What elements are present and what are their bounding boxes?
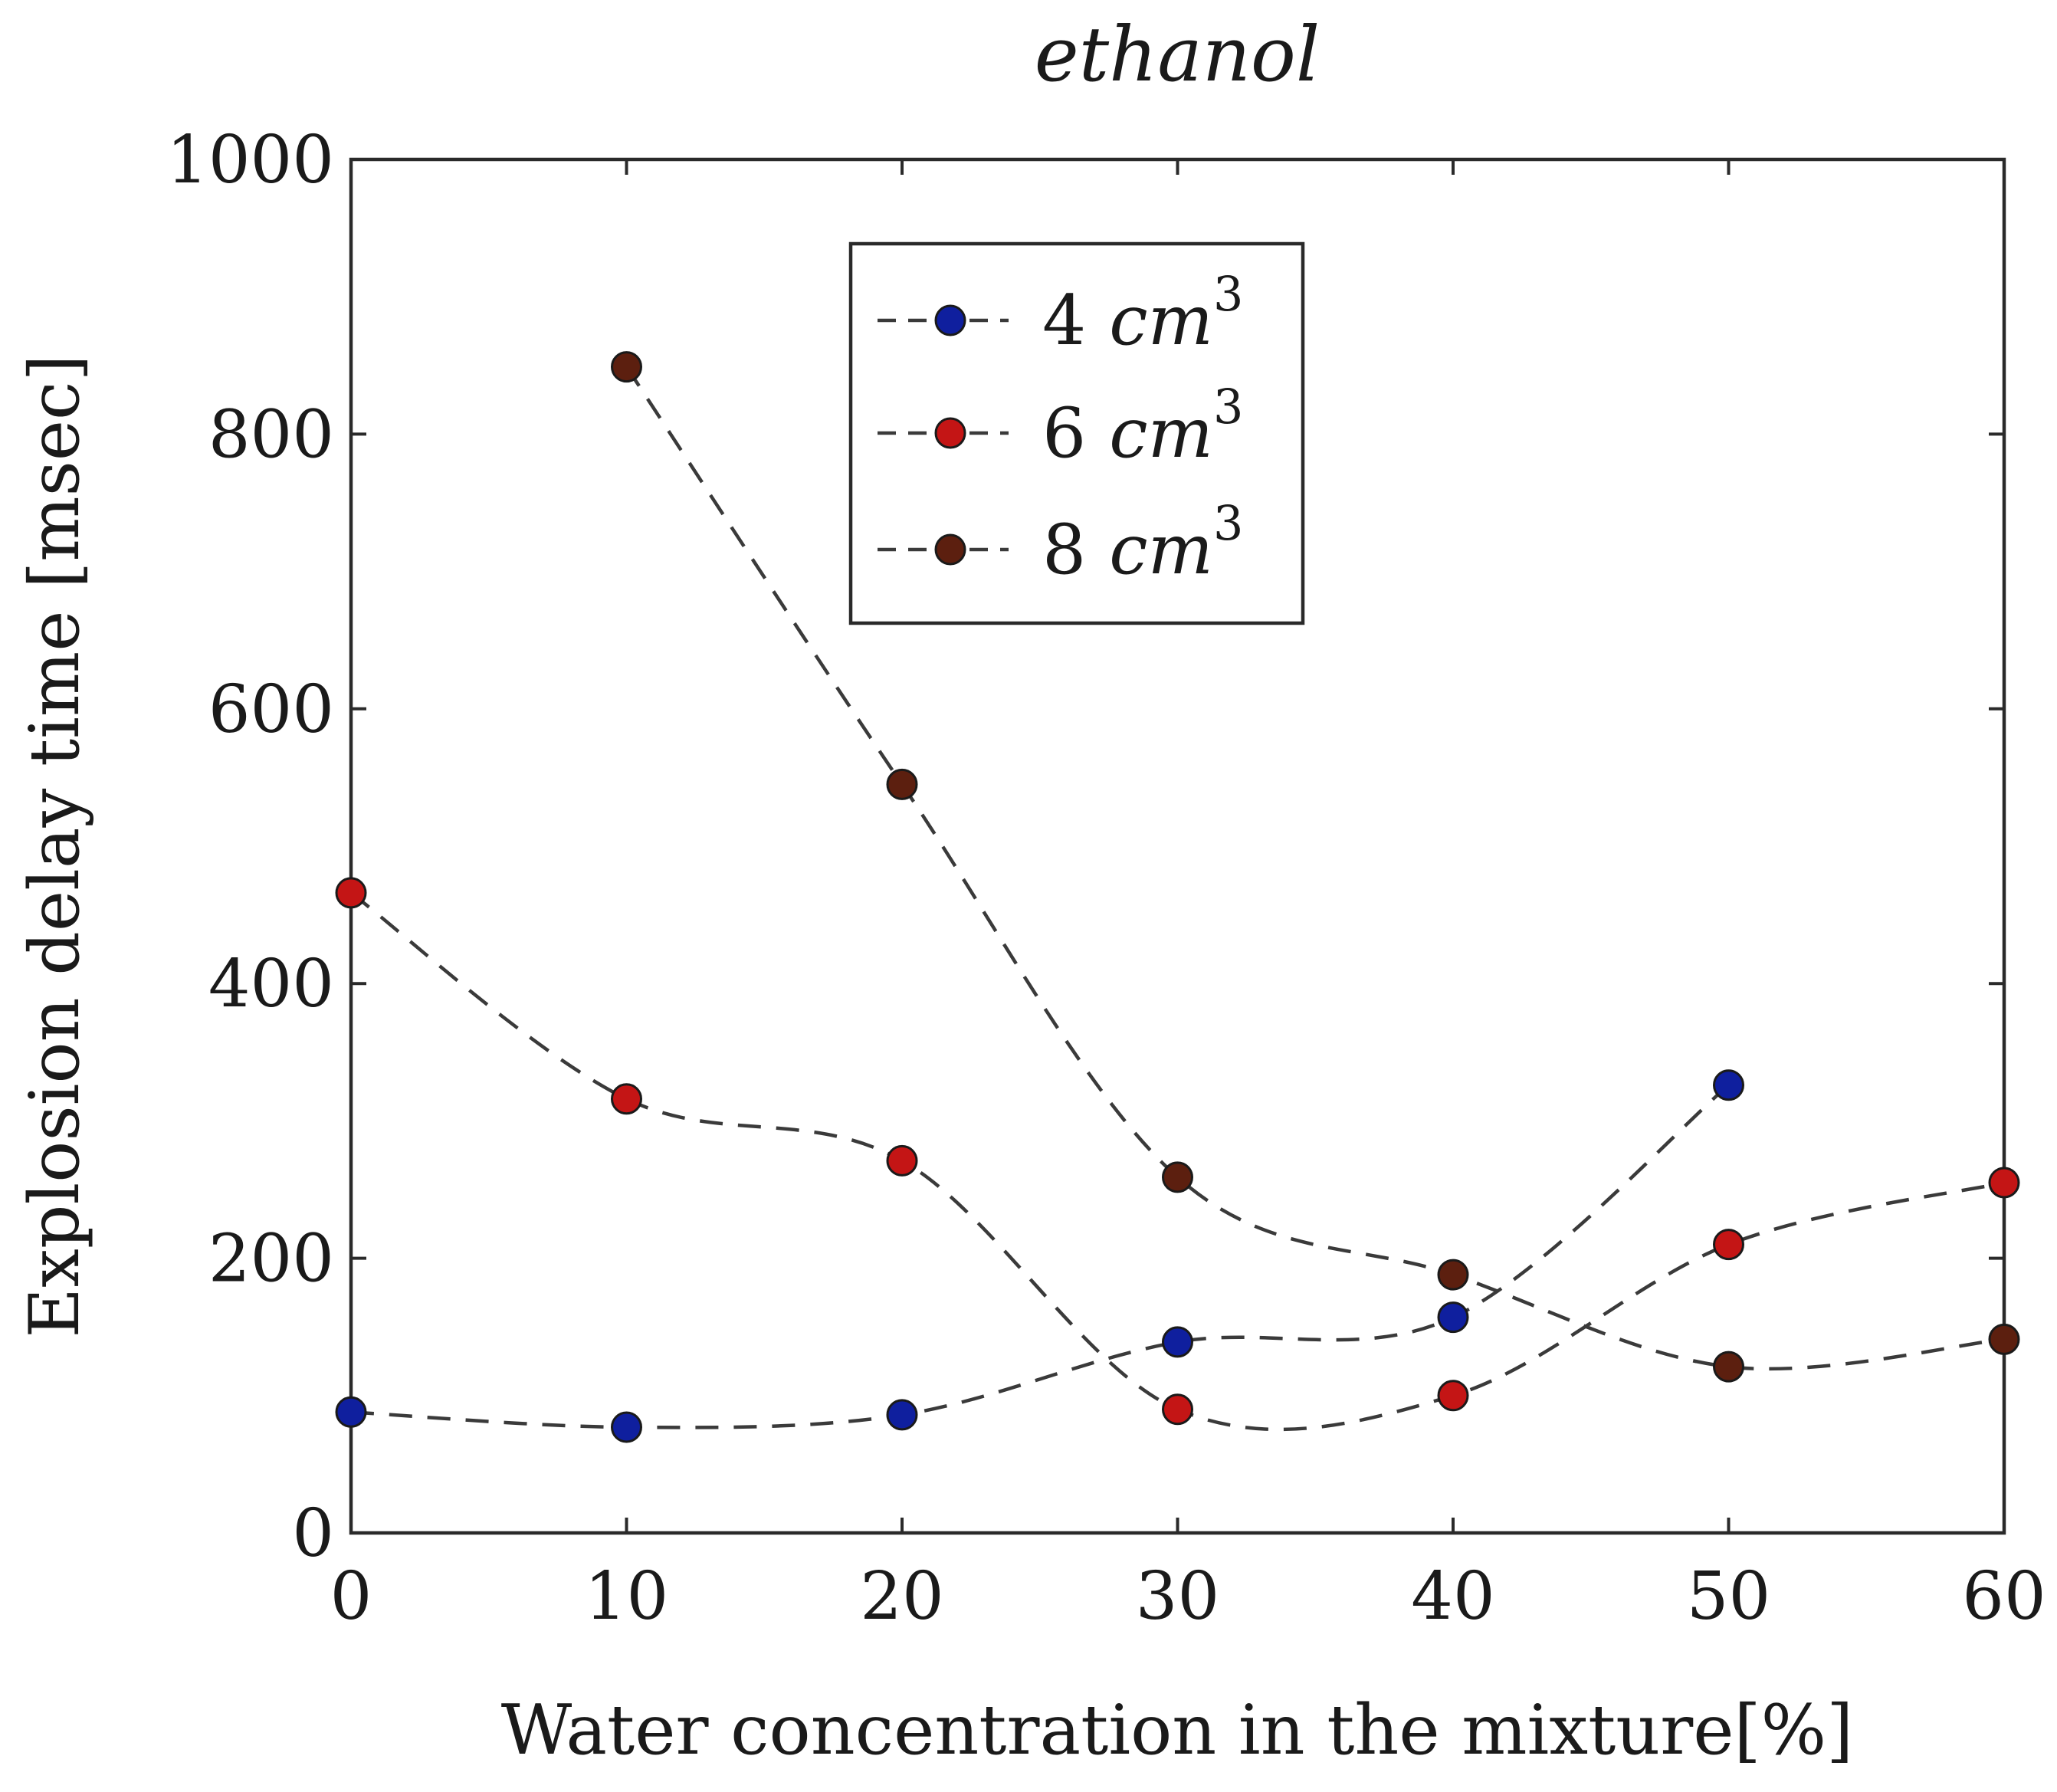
data-point-4cm3-x50 [1713, 1069, 1744, 1101]
data-point-4cm3-x40 [1437, 1301, 1469, 1334]
legend-unit: cm [1109, 281, 1213, 361]
x-tick-label: 0 [330, 1558, 372, 1635]
data-point-8cm3-x10 [611, 351, 642, 383]
x-tick-label: 60 [1962, 1558, 2046, 1635]
legend-box [848, 241, 1305, 625]
legend-label-4cm3: 4 cm3 [1042, 266, 1243, 361]
x-axis-label: Water concentration in the mixture[%] [501, 1690, 1854, 1771]
y-tick-label: 800 [208, 396, 334, 473]
data-point-6cm3-x60 [1988, 1167, 2020, 1199]
legend-entry-8cm3: 8 cm3 [878, 495, 1243, 590]
y-tick-label: 200 [208, 1221, 334, 1298]
legend-exponent: 3 [1213, 266, 1243, 322]
legend-unit: cm [1109, 393, 1213, 474]
legend-marker-6cm3 [934, 417, 966, 449]
data-point-8cm3-x60 [1988, 1323, 2020, 1355]
legend-marker-4cm3 [934, 304, 966, 336]
data-point-6cm3-x50 [1713, 1229, 1744, 1261]
data-point-6cm3-x30 [1162, 1393, 1193, 1426]
y-tick-label: 600 [208, 671, 334, 748]
data-point-8cm3-x30 [1162, 1161, 1193, 1193]
legend-label-6cm3: 6 cm3 [1042, 379, 1243, 474]
legend: 4 cm3 6 cm3 8 cm3 [848, 241, 1305, 625]
data-point-4cm3-x0 [335, 1396, 367, 1428]
data-point-6cm3-x10 [611, 1083, 642, 1115]
y-tick-label: 0 [292, 1495, 334, 1572]
series-line-4cm3 [350, 1084, 1730, 1429]
data-point-4cm3-x20 [886, 1399, 918, 1431]
legend-unit: cm [1109, 510, 1213, 590]
series-markers [335, 351, 2020, 1443]
y-tick-label: 400 [208, 946, 334, 1022]
y-tick-label: 1000 [166, 122, 334, 199]
x-tick-label: 20 [860, 1558, 943, 1635]
legend-value: 4 [1042, 281, 1086, 361]
legend-label-8cm3: 8 cm3 [1042, 495, 1243, 590]
x-tick-label: 50 [1687, 1558, 1770, 1635]
legend-marker-8cm3 [934, 533, 966, 566]
data-point-6cm3-x40 [1437, 1380, 1469, 1412]
data-point-4cm3-x30 [1162, 1326, 1193, 1358]
data-point-6cm3-x0 [335, 877, 367, 909]
x-tick-label: 30 [1136, 1558, 1219, 1635]
axis-ticks [349, 158, 2006, 1534]
data-point-8cm3-x40 [1437, 1259, 1469, 1291]
legend-entry-6cm3: 6 cm3 [878, 379, 1243, 474]
legend-value: 6 [1042, 393, 1086, 474]
series-line-8cm3 [625, 366, 2005, 1371]
legend-value: 8 [1042, 510, 1086, 590]
chart-title: ethanol [1035, 11, 1320, 99]
x-tick-label: 10 [585, 1558, 668, 1635]
data-point-8cm3-x20 [886, 768, 918, 800]
data-point-8cm3-x50 [1713, 1351, 1744, 1383]
x-tick-label: 40 [1411, 1558, 1494, 1635]
legend-entry-4cm3: 4 cm3 [878, 266, 1243, 361]
data-point-6cm3-x20 [886, 1144, 918, 1177]
legend-exponent: 3 [1213, 495, 1243, 551]
y-axis-label: Explosion delay time [msec] [15, 354, 95, 1337]
data-point-4cm3-x10 [611, 1411, 642, 1443]
legend-exponent: 3 [1213, 379, 1243, 435]
